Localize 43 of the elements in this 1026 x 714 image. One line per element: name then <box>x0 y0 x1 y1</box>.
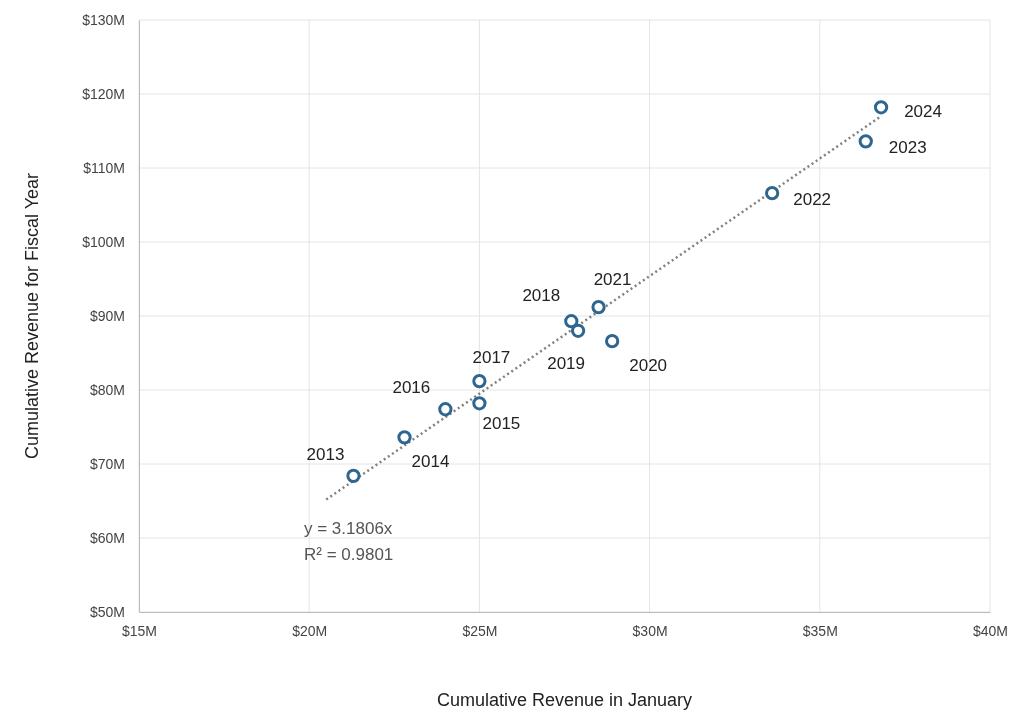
annotation: 2020 <box>629 356 668 376</box>
point <box>873 100 889 115</box>
x-tick-label: $25M <box>462 622 498 639</box>
annotation: 2024 <box>904 102 942 122</box>
point <box>346 468 361 483</box>
annotation: R² = 0.9801 <box>304 545 394 564</box>
point <box>591 299 606 315</box>
x-tick-label: $30M <box>632 622 668 639</box>
y-tick-label: $90M <box>89 307 125 324</box>
point <box>765 186 780 201</box>
annotation: 2019 <box>547 353 586 373</box>
point <box>605 334 620 349</box>
annotation: 2016 <box>392 378 431 398</box>
annotation: 2015 <box>482 414 521 434</box>
point <box>472 373 487 389</box>
y-tick-label: $120M <box>82 85 125 102</box>
x-axis-title: Cumulative Revenue in January <box>436 690 693 710</box>
annotation: 2014 <box>411 452 450 472</box>
y-tick-label: $100M <box>82 233 125 250</box>
x-tick-label: $15M <box>121 622 158 639</box>
x-tick-label: $35M <box>802 622 838 639</box>
y-tick-label: $80M <box>89 381 125 398</box>
annotation: 2013 <box>306 444 345 464</box>
point <box>472 396 487 411</box>
annotation: 2017 <box>472 348 511 368</box>
y-tick-label: $130M <box>82 11 125 28</box>
x-tick-label: $40M <box>972 622 1009 639</box>
point <box>438 402 453 417</box>
point <box>570 323 586 338</box>
y-tick-label: $110M <box>83 159 125 176</box>
x-tick-label: $20M <box>292 622 328 639</box>
point <box>858 134 873 149</box>
annotation: 2018 <box>522 286 561 306</box>
point <box>397 430 412 445</box>
y-tick-label: $70M <box>89 455 125 472</box>
y-tick-label: $60M <box>89 529 125 546</box>
annotation: y = 3.1806x <box>304 519 393 538</box>
annotation: 2023 <box>888 138 927 158</box>
annotation: 2022 <box>793 190 832 210</box>
point <box>564 314 579 329</box>
y-axis-title: Cumulative Revenue for Fiscal Year <box>22 172 42 460</box>
annotation: 2021 <box>593 270 632 290</box>
y-tick-label: $50M <box>89 603 125 620</box>
